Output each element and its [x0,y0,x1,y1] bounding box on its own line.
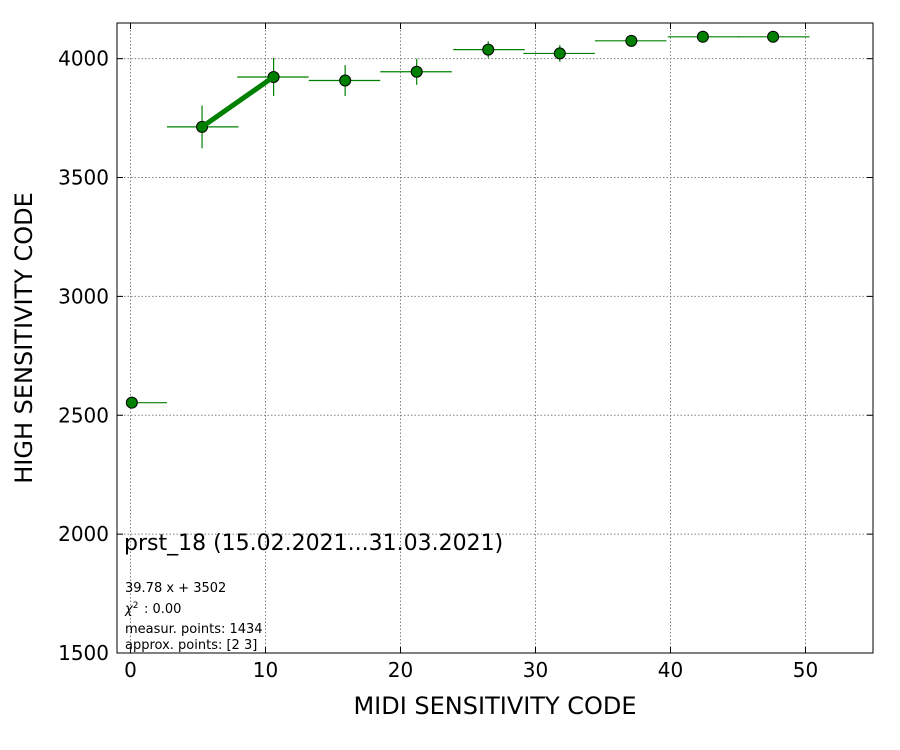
x-axis-label: MIDI SENSITIVITY CODE [353,692,636,720]
x-tick-label: 40 [658,658,683,682]
run-label: prst_18 (15.02.2021...31.03.2021) [124,531,503,556]
y-tick-label: 2500 [58,403,109,427]
x-tick-label: 0 [124,658,137,682]
data-point [125,396,138,409]
fit-line-group [200,74,276,129]
y-tick-label: 2000 [58,522,109,546]
measur-points: measur. points: 1434 [125,622,263,637]
data-series [125,30,810,409]
data-point [410,65,423,78]
data-point [553,47,566,60]
axis-ticks: 0 10 20 30 40 50 1500 2000 2500 3000 3500 4000 [58,23,873,682]
chi2-symbol: χ2 [124,601,138,617]
y-axis-label: HIGH SENSITIVITY CODE [10,192,38,484]
data-point [339,74,352,87]
plot-frame [116,22,874,654]
x-tick-label: 20 [388,658,413,682]
x-tick-label: 30 [523,658,548,682]
approx-points: approx. points: [2 3] [125,638,257,653]
fit-equation: 39.78 x + 3502 [125,581,226,596]
fit-line [200,74,276,129]
y-tick-label: 3500 [58,166,109,190]
data-point [482,43,495,56]
data-point [625,34,638,47]
chi2-value: : 0.00 [144,602,181,617]
y-tick-label: 4000 [58,47,109,71]
x-tick-label: 50 [793,658,818,682]
grid-lines [117,23,873,654]
data-point [767,30,780,43]
y-tick-label: 1500 [58,641,109,665]
x-tick-label: 10 [253,658,278,682]
y-tick-label: 3000 [58,284,109,308]
data-point [696,30,709,43]
